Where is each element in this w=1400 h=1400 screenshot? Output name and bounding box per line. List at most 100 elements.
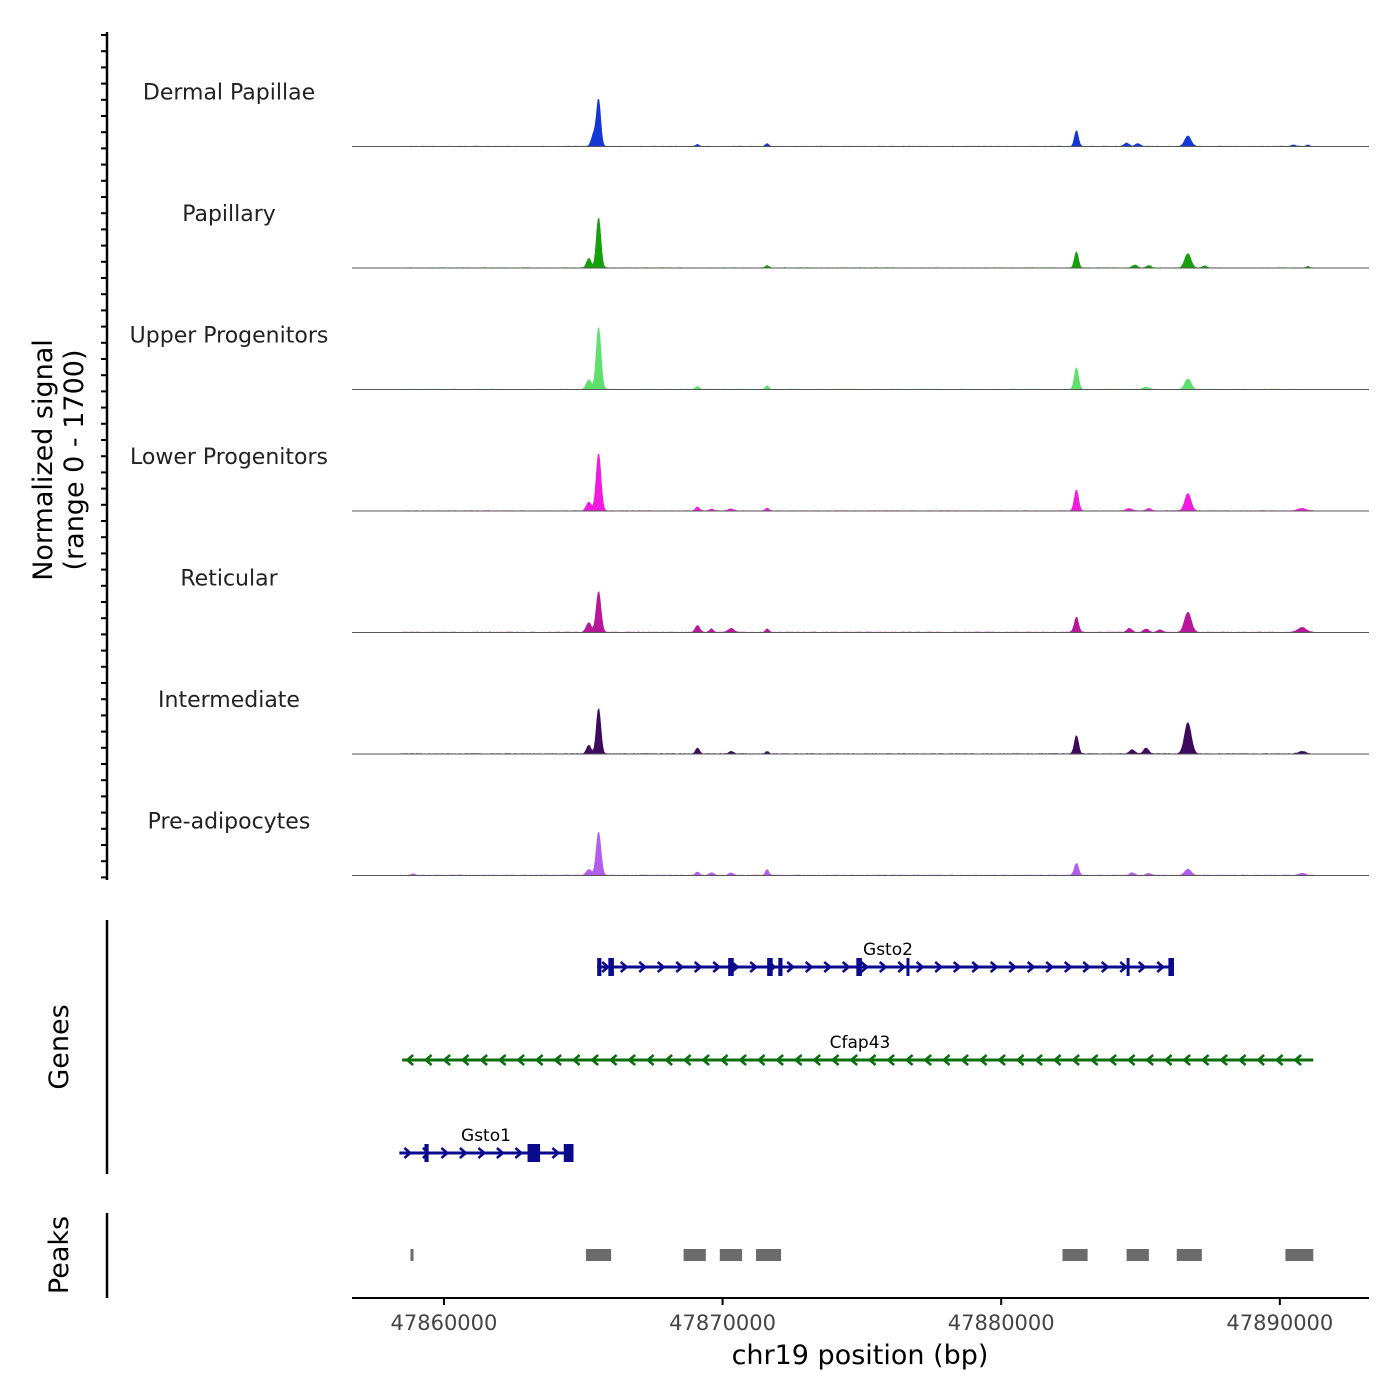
strand-chevron	[1108, 1054, 1117, 1066]
x-tick-label: 47860000	[391, 1311, 498, 1335]
strand-chevron	[897, 961, 907, 973]
track-lower-progenitors: Lower Progenitors	[130, 445, 1369, 512]
strand-chevron	[849, 1054, 858, 1066]
track-label: Dermal Papillae	[143, 81, 315, 106]
gene-label: Gsto1	[461, 1126, 511, 1146]
strand-chevron	[1045, 961, 1055, 973]
strand-chevron	[1071, 1054, 1080, 1066]
strand-chevron	[756, 1054, 766, 1066]
strand-chevron	[440, 1147, 450, 1159]
strand-chevron	[997, 1054, 1006, 1066]
strand-chevron	[1126, 1054, 1136, 1066]
peak-region	[683, 1249, 706, 1261]
strand-chevron	[514, 1147, 524, 1159]
strand-chevron	[915, 961, 925, 973]
track-label: Papillary	[182, 202, 276, 227]
track-signal-area	[352, 217, 1317, 269]
gene-exon	[1168, 958, 1174, 976]
peak-region	[1126, 1249, 1149, 1261]
strand-chevron	[738, 1054, 747, 1066]
strand-chevron	[608, 1054, 618, 1066]
strand-chevron	[638, 961, 648, 973]
track-signal-area	[352, 327, 1317, 390]
x-tick-label: 47890000	[1226, 1311, 1333, 1335]
strand-chevron	[786, 961, 796, 973]
strand-chevron	[719, 1054, 729, 1066]
track-signal-area	[352, 99, 1317, 147]
track-papillary: Papillary	[182, 202, 1369, 269]
track-label: Reticular	[180, 567, 278, 592]
strand-chevron	[675, 961, 685, 973]
peaks-panel: Peaks	[44, 1213, 1314, 1298]
peak-region	[586, 1249, 612, 1261]
strand-chevron	[553, 1054, 562, 1066]
strand-chevron	[978, 1054, 988, 1066]
track-label: Lower Progenitors	[130, 445, 328, 470]
gene-exon	[767, 958, 773, 976]
track-label: Intermediate	[158, 688, 300, 713]
strand-chevron	[497, 1054, 507, 1066]
strand-chevron	[823, 961, 833, 973]
gene-cfap43: Cfap43	[402, 1033, 1314, 1066]
strand-chevron	[1100, 961, 1110, 973]
strand-chevron	[693, 961, 703, 973]
strand-chevron	[701, 1054, 710, 1066]
track-signal-area	[352, 831, 1317, 876]
peak-region	[756, 1249, 782, 1261]
signal-tracks: Dermal Papillae Papillary Upper Progenitor…	[130, 81, 1369, 876]
strand-chevron	[793, 1054, 803, 1066]
track-pre-adipocytes: Pre-adipocytes	[148, 810, 1369, 876]
strand-chevron	[1293, 1054, 1302, 1066]
strand-chevron	[1219, 1054, 1228, 1066]
strand-chevron	[627, 1054, 636, 1066]
strand-chevron	[971, 961, 981, 973]
track-reticular: Reticular	[180, 567, 1369, 633]
gene-gsto2: Gsto2	[597, 940, 1174, 976]
gene-exon	[906, 958, 910, 976]
x-axis-label: chr19 position (bp)	[732, 1340, 989, 1371]
strand-chevron	[775, 1054, 784, 1066]
strand-chevron	[534, 1054, 544, 1066]
strand-chevron	[496, 1147, 505, 1159]
track-dermal-papillae: Dermal Papillae	[143, 81, 1369, 147]
strand-chevron	[1274, 1054, 1284, 1066]
strand-chevron	[1119, 961, 1129, 973]
strand-chevron	[477, 1147, 487, 1159]
strand-chevron	[830, 1054, 840, 1066]
strand-chevron	[1082, 961, 1092, 973]
gene-exon	[728, 958, 734, 976]
signal-y-axis-ticks	[101, 34, 107, 879]
strand-chevron	[1256, 1054, 1265, 1066]
peak-region	[1062, 1249, 1088, 1261]
gene-exon	[527, 1144, 541, 1162]
strand-chevron	[1145, 1054, 1154, 1066]
strand-chevron	[664, 1054, 673, 1066]
strand-chevron	[1156, 961, 1166, 973]
strand-chevron	[1089, 1054, 1099, 1066]
strand-chevron	[403, 1147, 413, 1159]
strand-chevron	[1237, 1054, 1247, 1066]
x-tick-label: 47880000	[948, 1311, 1055, 1335]
gene-models: Gsto2 Cfap43 Gsto1	[399, 940, 1314, 1162]
signal-panel: Normalized signal (range 0 - 1700) Derma…	[28, 32, 1369, 880]
strand-chevron	[460, 1054, 470, 1066]
strand-chevron	[841, 961, 851, 973]
strand-chevron	[479, 1054, 488, 1066]
strand-chevron	[442, 1054, 451, 1066]
x-tick-label: 47870000	[669, 1311, 776, 1335]
track-upper-progenitors: Upper Progenitors	[130, 324, 1369, 390]
gene-exon	[424, 1144, 429, 1162]
strand-chevron	[934, 961, 944, 973]
strand-chevron	[516, 1054, 525, 1066]
strand-chevron	[1052, 1054, 1062, 1066]
track-signal-area	[352, 708, 1317, 755]
peak-region	[1176, 1249, 1202, 1261]
strand-chevron	[749, 961, 759, 973]
strand-chevron	[1137, 961, 1147, 973]
strand-chevron	[459, 1147, 468, 1159]
track-signal-area	[352, 591, 1317, 633]
strand-chevron	[1063, 961, 1073, 973]
strand-chevron	[941, 1054, 951, 1066]
strand-chevron	[960, 1054, 969, 1066]
